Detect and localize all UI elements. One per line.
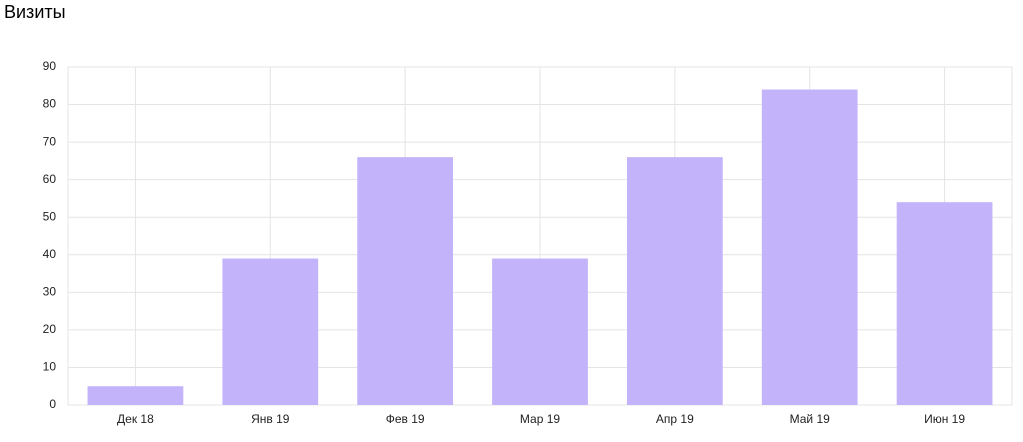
y-tick-label: 20 <box>43 322 57 336</box>
y-tick-label: 10 <box>43 360 57 374</box>
bar <box>896 202 993 405</box>
bar <box>222 258 319 405</box>
x-tick-label: Фев 19 <box>386 412 425 426</box>
x-tick-label: Дек 18 <box>117 412 154 426</box>
y-tick-label: 50 <box>43 209 57 223</box>
bar <box>492 258 588 405</box>
y-tick-label: 40 <box>43 247 57 261</box>
y-tick-label: 30 <box>43 285 57 299</box>
y-tick-label: 80 <box>43 97 57 111</box>
bar <box>87 386 184 405</box>
chart-title: Визиты <box>4 2 66 22</box>
x-tick-label: Апр 19 <box>656 412 694 426</box>
y-tick-label: 70 <box>43 134 57 148</box>
y-tick-label: 0 <box>49 397 56 411</box>
y-tick-label: 90 <box>43 59 57 73</box>
bar <box>626 157 723 405</box>
y-tick-label: 60 <box>43 172 57 186</box>
bar <box>357 157 454 405</box>
x-tick-label: Июн 19 <box>924 412 965 426</box>
x-tick-label: Янв 19 <box>251 412 290 426</box>
x-tick-label: Май 19 <box>790 412 831 426</box>
x-tick-label: Мар 19 <box>520 412 560 426</box>
bar <box>761 89 858 406</box>
